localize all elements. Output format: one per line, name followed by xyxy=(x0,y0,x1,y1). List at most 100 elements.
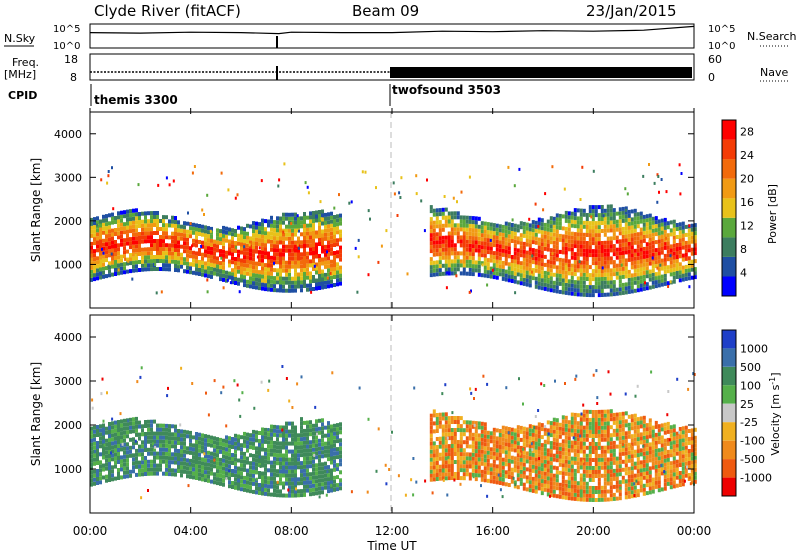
power-echo-cell xyxy=(648,285,652,290)
power-echo-cell xyxy=(318,238,321,242)
power-echo-cell xyxy=(609,260,613,265)
power-echo-cell xyxy=(93,233,96,238)
power-echo-cell xyxy=(303,284,306,288)
power-echo-cell xyxy=(609,248,613,253)
power-echo-cell xyxy=(519,225,523,230)
power-echo-cell xyxy=(264,271,267,276)
velocity-echo-cell xyxy=(225,447,228,452)
velocity-echo-cell xyxy=(435,453,439,457)
power-echo-cell xyxy=(267,255,270,260)
velocity-echo-cell xyxy=(549,421,553,426)
velocity-echo-cell xyxy=(339,478,342,483)
velocity-echo-cell xyxy=(276,445,279,450)
velocity-echo-cell xyxy=(546,480,550,485)
velocity-echo-cell xyxy=(591,426,595,430)
power-echo-cell xyxy=(264,287,267,292)
power-echo-cell xyxy=(447,271,451,276)
power-echo-cell xyxy=(630,257,634,262)
velocity-echo-cell xyxy=(162,447,165,452)
velocity-echo-cell xyxy=(99,436,102,441)
power-echo-cell xyxy=(576,208,580,213)
velocity-echo-cell xyxy=(297,461,300,466)
velocity-echo-cell xyxy=(243,467,246,472)
power-echo-cell xyxy=(144,223,147,228)
power-echo-cell xyxy=(663,253,667,258)
velocity-echo-cell xyxy=(336,463,339,468)
power-echo-cell xyxy=(639,275,643,280)
velocity-echo-cell xyxy=(339,426,342,431)
velocity-echo-cell xyxy=(234,449,237,454)
power-echo-cell xyxy=(291,240,294,245)
power-echo-cell xyxy=(516,272,520,277)
power-echo-cell xyxy=(666,253,670,258)
power-echo-cell xyxy=(117,247,120,252)
power-echo-cell xyxy=(120,226,123,231)
velocity-echo-cell xyxy=(237,458,240,463)
power-echo-cell xyxy=(228,247,231,252)
velocity-echo-cell xyxy=(222,442,225,447)
power-echo-cell xyxy=(174,260,177,264)
velocity-echo-cell xyxy=(576,425,580,430)
velocity-echo-cell xyxy=(597,425,601,430)
velocity-echo-cell xyxy=(429,437,433,442)
power-echo-cell xyxy=(624,218,628,223)
velocity-echo-cell xyxy=(315,467,318,472)
power-echo-cell xyxy=(483,261,487,266)
power-echo-cell xyxy=(495,263,499,268)
power-echo-cell xyxy=(621,290,625,295)
velocity-echo-cell xyxy=(231,437,234,441)
velocity-echo-cell xyxy=(561,447,565,452)
power-scatter-cell xyxy=(112,207,115,211)
power-echo-cell xyxy=(684,264,688,269)
power-echo-cell xyxy=(138,240,141,244)
power-echo-cell xyxy=(540,286,544,291)
velocity-echo-cell xyxy=(126,470,129,475)
velocity-echo-cell xyxy=(249,469,252,474)
power-echo-cell xyxy=(546,223,550,228)
power-echo-cell xyxy=(657,283,661,288)
velocity-echo-cell xyxy=(483,474,487,479)
power-echo-cell xyxy=(435,236,439,241)
power-echo-cell xyxy=(645,230,649,235)
velocity-echo-cell xyxy=(192,467,195,472)
velocity-echo-cell xyxy=(435,421,439,425)
power-echo-cell xyxy=(492,251,496,256)
velocity-echo-cell xyxy=(186,430,189,435)
power-echo-cell xyxy=(93,269,96,274)
velocity-echo-cell xyxy=(330,424,333,429)
power-echo-cell xyxy=(435,248,439,253)
velocity-echo-cell xyxy=(531,456,535,461)
velocity-echo-cell xyxy=(444,468,448,473)
velocity-echo-cell xyxy=(300,441,303,446)
power-echo-cell xyxy=(534,240,538,245)
power-echo-cell xyxy=(633,268,637,273)
power-echo-cell xyxy=(537,261,541,266)
velocity-echo-cell xyxy=(534,453,538,458)
power-echo-cell xyxy=(210,230,213,235)
velocity-echo-cell xyxy=(597,421,601,426)
velocity-echo-cell xyxy=(195,464,198,468)
power-echo-cell xyxy=(429,269,433,274)
power-echo-cell xyxy=(273,244,276,249)
velocity-echo-cell xyxy=(483,470,487,475)
power-echo-cell xyxy=(105,226,108,231)
velocity-echo-cell xyxy=(576,449,580,454)
power-echo-cell xyxy=(135,260,138,265)
velocity-echo-cell xyxy=(495,440,499,445)
power-echo-cell xyxy=(108,213,111,218)
power-echo-cell xyxy=(303,216,306,220)
velocity-echo-cell xyxy=(267,484,270,489)
velocity-echo-cell xyxy=(483,446,487,451)
velocity-echo-cell xyxy=(147,467,150,472)
power-echo-cell xyxy=(522,281,526,286)
velocity-echo-cell xyxy=(462,432,466,437)
power-echo-cell xyxy=(681,237,685,242)
velocity-echo-cell xyxy=(321,466,324,471)
power-echo-cell xyxy=(582,264,586,269)
velocity-echo-cell xyxy=(273,492,276,497)
power-echo-cell xyxy=(510,231,514,235)
velocity-echo-cell xyxy=(591,442,595,446)
power-echo-cell xyxy=(525,242,529,247)
power-echo-cell xyxy=(210,254,213,259)
power-echo-cell xyxy=(618,207,622,212)
